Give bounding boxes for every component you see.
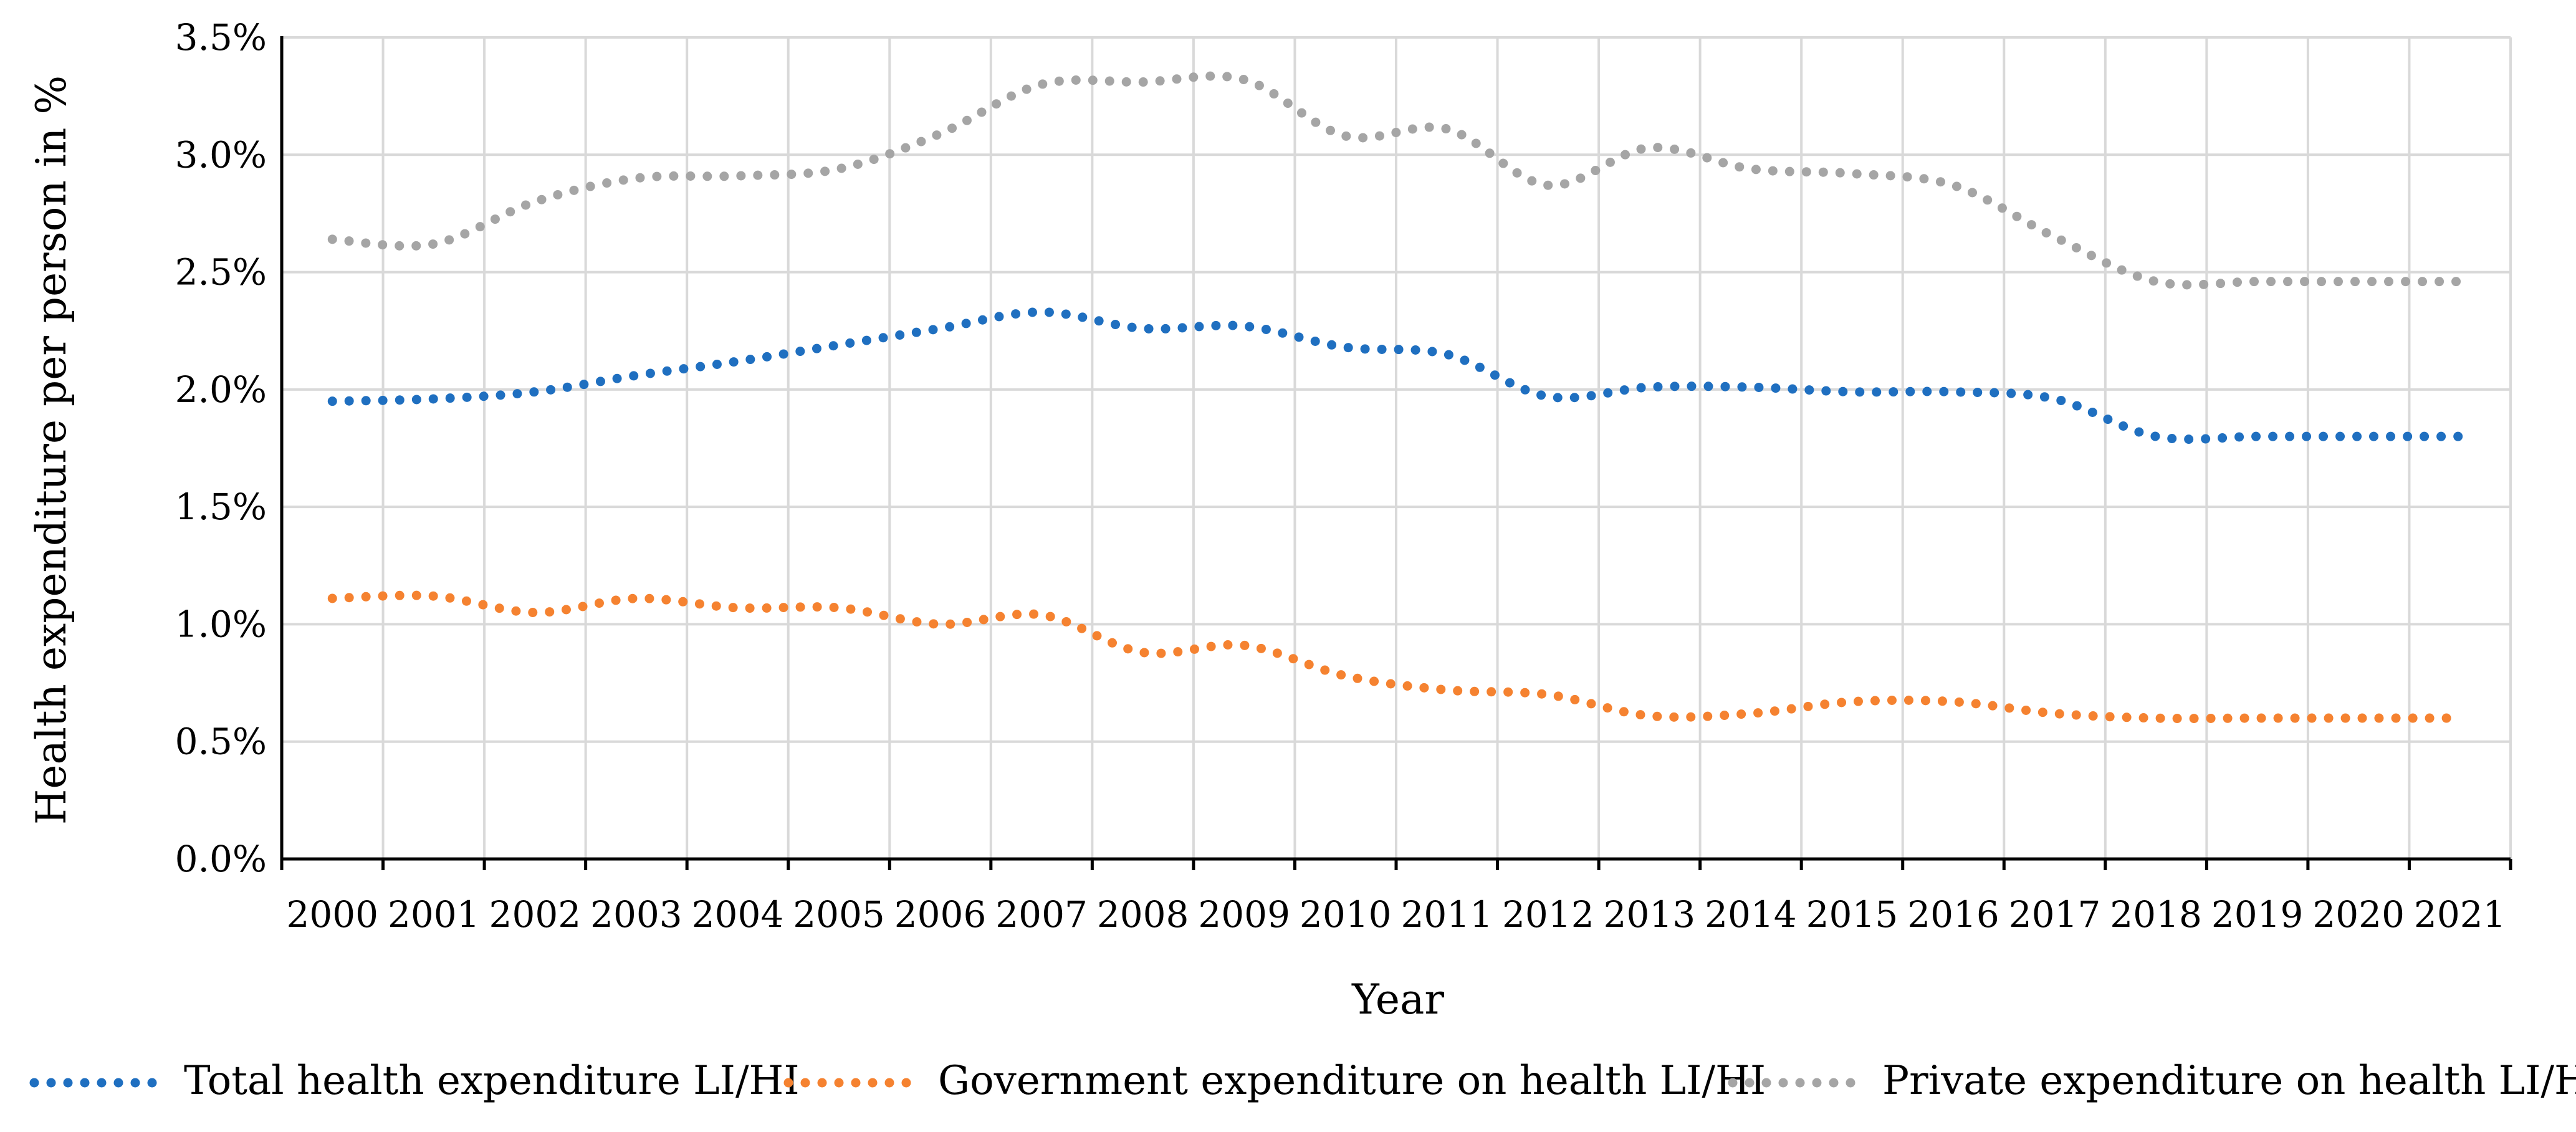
x-tick-label: 2019 [2211, 893, 2304, 936]
data-point [838, 344, 840, 345]
x-tick-label: 2017 [2009, 893, 2101, 936]
x-tick-label: 2011 [1401, 893, 1493, 936]
data-point [1750, 386, 1751, 388]
data-point [2054, 398, 2056, 400]
data-point [1750, 168, 1751, 170]
data-point [2054, 236, 2056, 237]
x-tick-label: 2005 [793, 893, 885, 936]
data-point [940, 328, 941, 329]
data-point [1953, 701, 1954, 703]
x-tick-labels: 2000 2001 2002 2003 2004 2005 2006 2007 2008 2009… [286, 893, 2506, 936]
x-tick-label: 2008 [1097, 893, 1189, 936]
data-point [1649, 386, 1650, 388]
data-point [1446, 689, 1447, 691]
y-tick-label: 2.5% [175, 251, 267, 294]
series-group [327, 71, 2465, 724]
x-tick-label: 2006 [894, 893, 987, 936]
x-tick-label: 2013 [1604, 893, 1696, 936]
data-point [1649, 147, 1650, 148]
x-tick-label: 2015 [1806, 893, 1898, 936]
x-tick-label: 2014 [1705, 893, 1797, 936]
x-tick-label: 2001 [388, 893, 480, 936]
data-point [1953, 391, 1954, 393]
legend-label-2: Government expenditure on health LI/HI [938, 1058, 1766, 1104]
data-point [1851, 391, 1852, 393]
x-tick-label: 2002 [489, 893, 582, 936]
gridlines [282, 36, 2512, 859]
series-line-3 [327, 71, 2465, 290]
x-tick-label: 2010 [1300, 893, 1392, 936]
data-point [1243, 325, 1245, 327]
y-tick-label: 0.0% [175, 838, 267, 880]
y-tick-label: 1.0% [175, 603, 267, 645]
data-point [1041, 312, 1042, 313]
x-axis-title: Year [1351, 976, 1444, 1024]
data-point [2459, 717, 2461, 719]
x-tick-label: 2018 [2110, 893, 2202, 936]
legend-label-3: Private expenditure on health LI/HI [1882, 1058, 2576, 1104]
y-tick-label: 3.0% [175, 133, 267, 176]
y-tick-label: 1.5% [175, 486, 267, 528]
data-point [1142, 328, 1144, 329]
data-point [1649, 715, 1650, 716]
x-tick-label: 2021 [2414, 893, 2506, 936]
x-tick-label: 2000 [286, 893, 378, 936]
x-tick-label: 2007 [995, 893, 1088, 936]
legend: Total health expenditure LI/HI Government… [29, 1058, 2576, 1104]
series-line-1 [327, 307, 2465, 444]
data-point [1041, 614, 1042, 615]
y-axis-title: Health expenditure per person in % [27, 75, 75, 825]
y-tick-labels: 0.0% 0.5% 1.0% 1.5% 2.0% 2.5% 3.0% 3.5% [175, 16, 267, 880]
x-tick-label: 2012 [1502, 893, 1594, 936]
y-tick-label: 2.0% [175, 368, 267, 411]
y-tick-label: 0.5% [175, 721, 267, 763]
legend-label-1: Total health expenditure LI/HI [184, 1058, 800, 1104]
x-tick-label: 2016 [1907, 893, 1999, 936]
x-tick-label: 2003 [590, 893, 682, 936]
data-point [1548, 396, 1549, 397]
data-point [534, 201, 535, 203]
axes [280, 36, 2512, 870]
data-point [1548, 694, 1549, 695]
x-tick-label: 2020 [2312, 893, 2405, 936]
x-tick-label: 2009 [1198, 893, 1290, 936]
y-tick-label: 3.5% [175, 16, 267, 59]
data-point [1851, 701, 1852, 703]
x-tick-label: 2004 [692, 893, 784, 936]
data-point [1750, 713, 1751, 714]
